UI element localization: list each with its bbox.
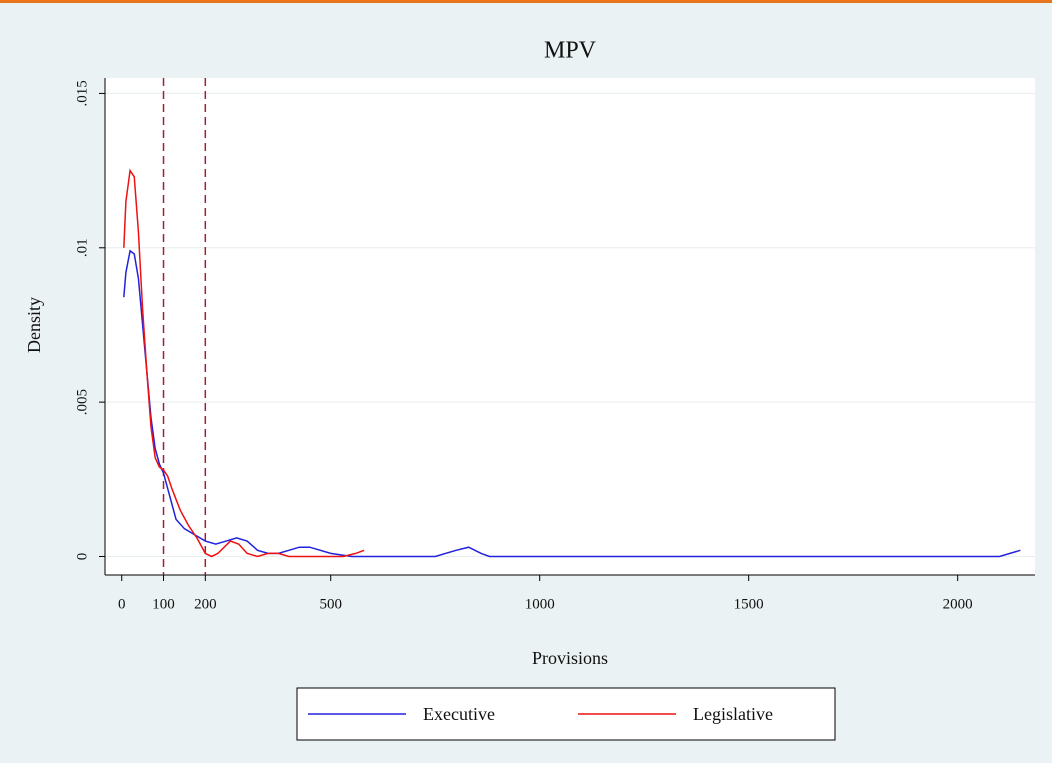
x-tick-label: 1000 <box>525 596 555 612</box>
x-tick-label: 200 <box>194 596 217 612</box>
chart-title: MPV <box>544 38 597 64</box>
top-border <box>0 0 1052 3</box>
x-tick-label: 0 <box>118 596 126 612</box>
x-axis-label: Provisions <box>532 648 608 668</box>
x-tick-label: 500 <box>319 596 342 612</box>
legend-label: Executive <box>423 704 495 724</box>
legend-label: Legislative <box>693 704 773 724</box>
y-tick-label: .015 <box>74 80 90 106</box>
x-tick-label: 100 <box>152 596 175 612</box>
y-tick-label: 0 <box>74 553 90 561</box>
x-tick-label: 2000 <box>943 596 973 612</box>
plot-area <box>105 78 1035 575</box>
y-tick-label: .005 <box>74 389 90 415</box>
x-tick-label: 1500 <box>734 596 764 612</box>
series-line <box>123 168 365 558</box>
y-axis-label: Density <box>24 297 44 353</box>
y-tick-label: .01 <box>74 238 90 257</box>
